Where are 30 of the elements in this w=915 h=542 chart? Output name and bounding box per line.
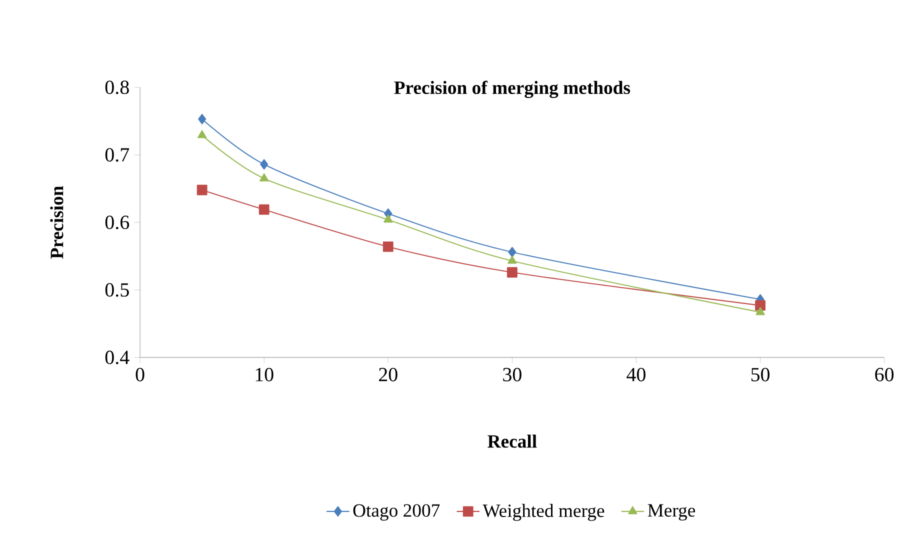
legend-label: Otago 2007 [353, 504, 440, 521]
point [260, 159, 268, 170]
y-axis-title: Precision [50, 186, 64, 259]
point [196, 185, 208, 196]
x-tick-label: 30 [503, 368, 522, 382]
point [508, 256, 517, 264]
point [258, 204, 270, 216]
point [198, 130, 207, 138]
point [382, 242, 394, 252]
point [506, 267, 518, 278]
legend-label: Merge [648, 504, 696, 521]
y-tick-label: 0.6 [105, 216, 130, 230]
x-tick-label: 60 [875, 368, 894, 382]
chart-title: Precision of merging methods [394, 80, 630, 98]
point [198, 114, 206, 125]
x-tick-label: 10 [256, 368, 274, 382]
y-tick-label: 0.5 [105, 283, 129, 297]
point [384, 214, 393, 223]
point [508, 247, 516, 258]
point [260, 174, 269, 182]
y-tick-label: 0.7 [105, 148, 130, 162]
x-tick-label: 0 [136, 368, 144, 382]
y-tick-label: 0.4 [105, 350, 130, 364]
point [756, 307, 765, 316]
y-tick-label: 0.8 [105, 80, 129, 94]
x-tick-label: 50 [751, 368, 770, 382]
x-tick-label: 20 [379, 368, 398, 382]
x-tick-label: 40 [626, 368, 646, 382]
x-axis-title: Recall [488, 434, 537, 448]
legend-label: Weighted merge [482, 504, 604, 522]
